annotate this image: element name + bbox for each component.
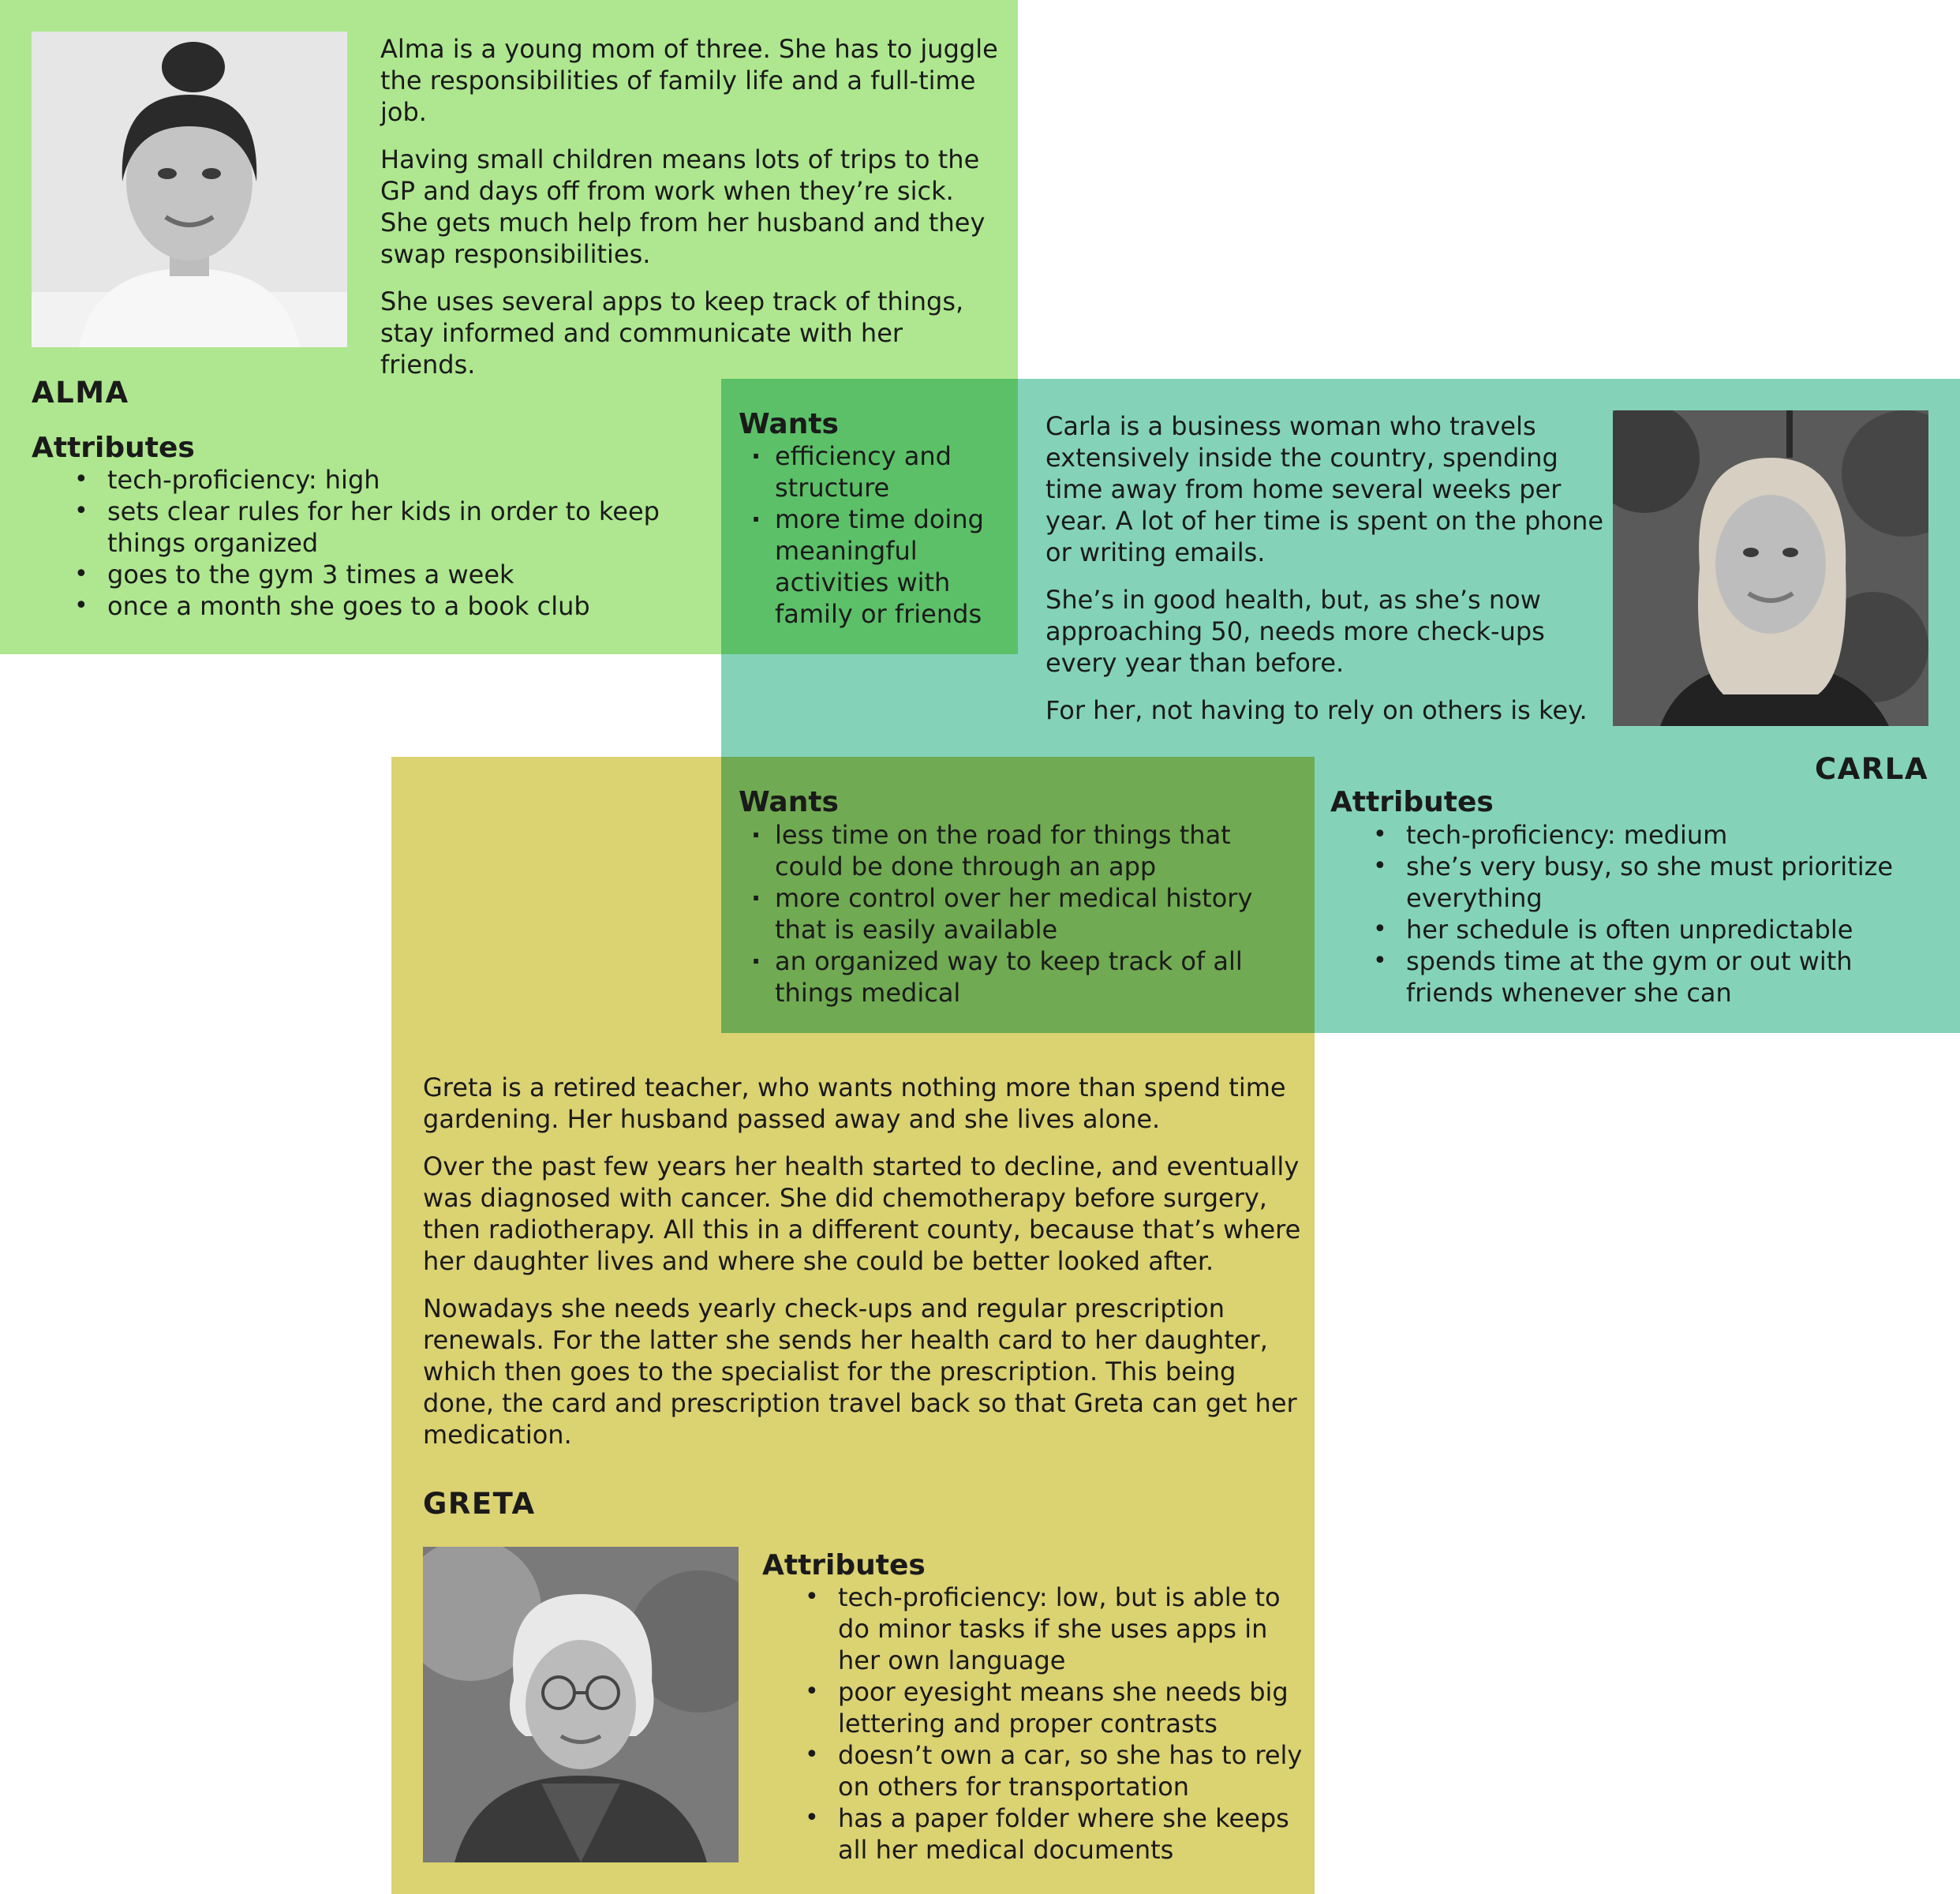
list-item: sets clear rules for her kids in order t… bbox=[32, 496, 663, 559]
greta-attributes-list: tech-proficiency: low, but is able to do… bbox=[762, 1581, 1307, 1866]
carla-wants-list: less time on the road for things that co… bbox=[739, 819, 1307, 1009]
list-item: spends time at the gym or out with frien… bbox=[1330, 945, 1946, 1009]
alma-bio: Alma is a young mom of three. She has to… bbox=[380, 33, 1004, 396]
list-item: more time doing meaningful activities wi… bbox=[739, 503, 1007, 630]
alma-wants-heading: Wants bbox=[739, 408, 839, 440]
list-item: tech-proficiency: medium bbox=[1330, 819, 1946, 851]
list-item: an organized way to keep track of all th… bbox=[739, 945, 1307, 1009]
alma-bio-paragraph: Alma is a young mom of three. She has to… bbox=[380, 34, 998, 127]
list-item: less time on the road for things that co… bbox=[739, 819, 1307, 882]
list-item: more control over her medical history th… bbox=[739, 882, 1307, 945]
alma-bio-paragraph: She uses several apps to keep track of t… bbox=[380, 286, 964, 380]
list-item: efficiency and structure bbox=[739, 440, 1007, 503]
alma-attributes-heading: Attributes bbox=[32, 432, 195, 464]
greta-attributes-heading: Attributes bbox=[762, 1549, 926, 1581]
alma-bio-paragraph: Having small children means lots of trip… bbox=[380, 144, 986, 269]
list-item: her schedule is often unpredictable bbox=[1330, 914, 1946, 945]
list-item: she’s very busy, so she must prioritize … bbox=[1330, 851, 1946, 914]
alma-name: ALMA bbox=[32, 376, 129, 410]
greta-bio-paragraph: Nowadays she needs yearly check-ups and … bbox=[423, 1293, 1297, 1450]
carla-wants-heading: Wants bbox=[739, 786, 839, 818]
list-item: doesn’t own a car, so she has to rely on… bbox=[762, 1739, 1307, 1802]
greta-photo bbox=[423, 1547, 739, 1862]
carla-attributes-heading: Attributes bbox=[1330, 786, 1494, 818]
alma-wants-list: efficiency and structure more time doing… bbox=[739, 440, 1007, 630]
greta-name: GRETA bbox=[423, 1487, 536, 1521]
carla-bio-paragraph: She’s in good health, but, as she’s now … bbox=[1045, 585, 1545, 678]
alma-attributes-list: tech-proficiency: high sets clear rules … bbox=[32, 464, 663, 622]
list-item: goes to the gym 3 times a week bbox=[32, 559, 663, 590]
list-item: tech-proficiency: high bbox=[32, 464, 663, 496]
list-item: has a paper folder where she keeps all h… bbox=[762, 1802, 1307, 1866]
alma-photo bbox=[32, 32, 347, 347]
carla-bio-paragraph: Carla is a business woman who travels ex… bbox=[1045, 411, 1604, 567]
carla-photo bbox=[1613, 410, 1928, 726]
carla-attributes-list: tech-proficiency: medium she’s very busy… bbox=[1330, 819, 1946, 1009]
greta-bio: Greta is a retired teacher, who wants no… bbox=[423, 1072, 1307, 1466]
carla-bio: Carla is a business woman who travels ex… bbox=[1045, 410, 1614, 742]
list-item: tech-proficiency: low, but is able to do… bbox=[762, 1581, 1307, 1676]
list-item: once a month she goes to a book club bbox=[32, 590, 663, 622]
greta-bio-paragraph: Greta is a retired teacher, who wants no… bbox=[423, 1072, 1286, 1134]
list-item: poor eyesight means she needs big letter… bbox=[762, 1676, 1307, 1739]
greta-bio-paragraph: Over the past few years her health start… bbox=[423, 1151, 1301, 1276]
carla-bio-paragraph: For her, not having to rely on others is… bbox=[1045, 695, 1588, 725]
carla-name: CARLA bbox=[1815, 752, 1928, 786]
